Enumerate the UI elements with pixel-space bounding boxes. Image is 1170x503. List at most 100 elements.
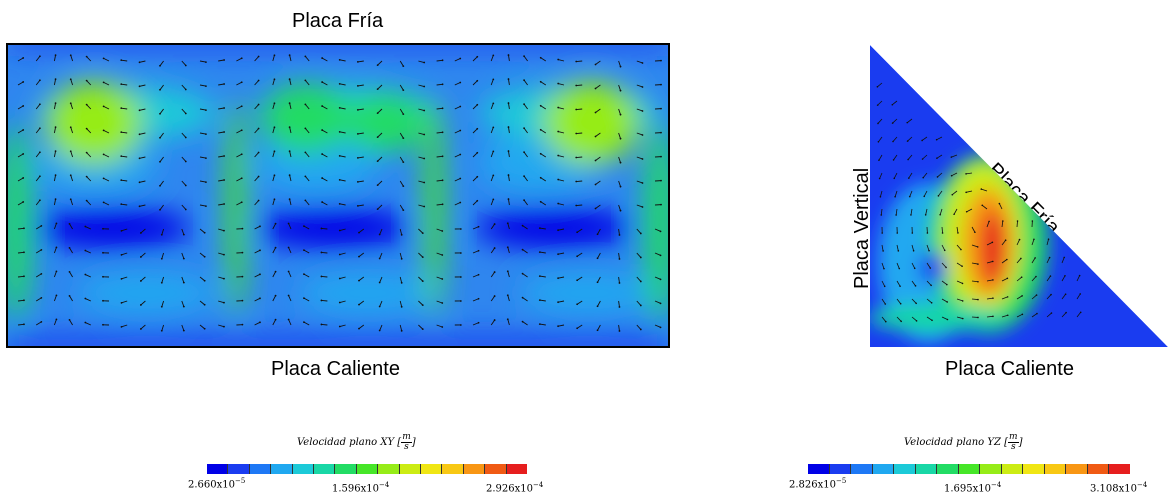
- velocity-arrow: [159, 156, 164, 163]
- velocity-arrow: [507, 271, 510, 278]
- velocity-arrow: [272, 55, 275, 62]
- xy-colorbar-title: Velocidad plano XY [m s]: [297, 432, 416, 452]
- colorbar-swatch: [378, 464, 400, 474]
- velocity-arrow: [597, 252, 601, 259]
- velocity-arrow: [907, 136, 913, 142]
- velocity-arrow: [893, 154, 898, 161]
- velocity-arrow: [999, 203, 1003, 210]
- velocity-arrow: [910, 208, 913, 215]
- velocity-arrow: [358, 252, 365, 257]
- velocity-arrow: [17, 275, 25, 278]
- velocity-arrow: [86, 176, 92, 182]
- velocity-arrow: [523, 103, 528, 110]
- velocity-arrow: [1001, 259, 1008, 264]
- velocity-arrow: [218, 203, 225, 206]
- velocity-arrow: [618, 204, 621, 211]
- velocity-arrow: [922, 172, 928, 178]
- velocity-arrow: [971, 298, 979, 300]
- velocity-arrow: [35, 297, 42, 302]
- velocity-arrow: [321, 129, 328, 134]
- right-hot-plate-label: Placa Caliente: [945, 358, 1074, 380]
- velocity-arrow: [1046, 257, 1050, 264]
- velocity-arrow: [508, 175, 510, 182]
- velocity-arrow: [103, 177, 110, 182]
- velocity-arrow: [878, 154, 883, 161]
- velocity-arrow: [490, 199, 494, 206]
- velocity-arrow: [896, 298, 902, 304]
- velocity-arrow: [926, 244, 930, 251]
- xy-velocity-field: [6, 43, 670, 348]
- velocity-arrow: [305, 104, 310, 110]
- velocity-arrow: [69, 271, 73, 278]
- velocity-arrow: [272, 151, 275, 158]
- velocity-arrow: [339, 252, 346, 255]
- velocity-arrow: [436, 300, 443, 304]
- velocity-arrow: [971, 262, 978, 265]
- velocity-arrow: [288, 319, 292, 326]
- colorbar-swatch: [292, 464, 315, 474]
- velocity-arrow: [159, 84, 164, 91]
- velocity-arrow: [121, 276, 128, 280]
- velocity-arrow: [539, 227, 546, 230]
- velocity-arrow: [399, 204, 404, 211]
- velocity-arrow: [941, 226, 943, 234]
- velocity-arrow: [490, 151, 494, 158]
- velocity-arrow: [121, 155, 128, 158]
- velocity-arrow: [161, 300, 165, 307]
- velocity-arrow: [1031, 276, 1037, 282]
- velocity-arrow: [70, 151, 74, 158]
- velocity-arrow: [636, 252, 642, 258]
- velocity-arrow: [399, 60, 404, 67]
- velocity-arrow: [881, 244, 884, 251]
- velocity-arrow: [236, 177, 242, 182]
- velocity-arrow: [139, 132, 146, 135]
- velocity-arrow: [236, 57, 242, 62]
- velocity-arrow: [636, 228, 642, 234]
- velocity-arrow: [618, 228, 620, 236]
- velocity-arrow: [53, 127, 57, 134]
- velocity-arrow: [85, 298, 91, 302]
- velocity-arrow: [597, 276, 601, 283]
- velocity-arrow: [199, 204, 206, 207]
- velocity-arrow: [161, 276, 165, 283]
- velocity-arrow: [339, 131, 346, 134]
- velocity-arrow: [881, 298, 886, 305]
- velocity-arrow: [878, 136, 883, 143]
- velocity-arrow: [358, 228, 365, 233]
- velocity-arrow: [218, 155, 225, 158]
- velocity-arrow: [636, 276, 642, 282]
- velocity-arrow: [595, 180, 601, 185]
- colorbar-swatch: [915, 464, 938, 474]
- velocity-arrow: [305, 80, 310, 86]
- velocity-arrow: [399, 324, 403, 331]
- colorbar-swatch: [249, 464, 272, 474]
- velocity-arrow: [35, 55, 41, 62]
- velocity-arrow: [358, 300, 365, 305]
- velocity-arrow: [199, 60, 206, 63]
- velocity-arrow: [159, 108, 164, 115]
- velocity-arrow: [881, 262, 885, 269]
- velocity-arrow: [508, 79, 510, 86]
- velocity-arrow: [595, 84, 601, 89]
- velocity-arrow: [507, 223, 510, 230]
- velocity-arrow: [490, 175, 494, 182]
- colorbar-swatch: [399, 464, 422, 474]
- velocity-arrow: [70, 127, 74, 134]
- velocity-arrow: [17, 323, 25, 326]
- velocity-arrow: [86, 80, 92, 86]
- velocity-arrow: [17, 57, 24, 62]
- colorbar-swatch: [228, 464, 250, 474]
- velocity-arrow: [877, 100, 883, 106]
- colorbar-swatch: [421, 464, 443, 474]
- velocity-arrow: [159, 60, 164, 67]
- velocity-arrow: [523, 199, 528, 206]
- velocity-arrow: [1031, 239, 1035, 246]
- velocity-arrow: [881, 316, 887, 322]
- velocity-arrow: [53, 151, 57, 158]
- velocity-arrow: [1046, 294, 1052, 300]
- velocity-arrow: [199, 300, 205, 306]
- velocity-arrow: [199, 132, 206, 135]
- velocity-arrow: [236, 81, 242, 86]
- velocity-arrow: [379, 300, 383, 307]
- velocity-arrow: [454, 82, 461, 86]
